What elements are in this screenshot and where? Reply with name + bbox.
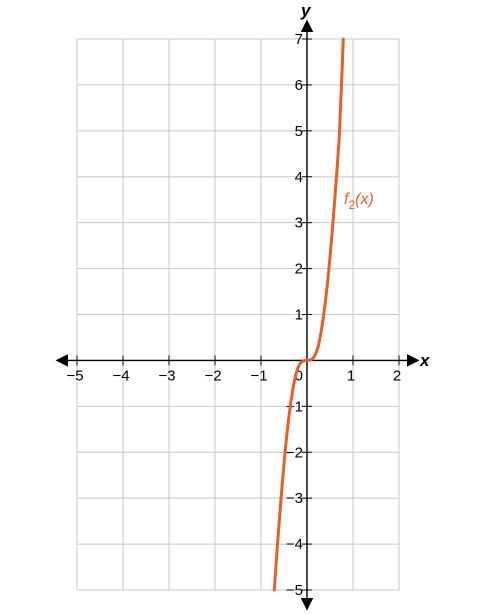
y-axis-title: y: [300, 1, 312, 20]
y-tick-label: −5: [286, 582, 303, 599]
tick-marks: [76, 38, 400, 591]
origin-label: 0: [295, 367, 303, 384]
y-tick-label: 5: [295, 123, 303, 140]
y-tick-label: −4: [286, 536, 303, 553]
y-tick-label: 2: [295, 261, 303, 278]
y-tick-label: 7: [295, 31, 303, 48]
series-label-tail: (x): [355, 191, 374, 208]
series-curve: [272, 37, 345, 592]
y-tick-label: 6: [295, 77, 303, 94]
grid-lines: [76, 38, 400, 591]
x-tick-label: −1: [250, 367, 267, 384]
x-tick-label: −4: [112, 367, 129, 384]
series-label: f2(x): [344, 191, 374, 212]
x-tick-label: −2: [204, 367, 221, 384]
series-layer: f2(x): [272, 37, 374, 592]
y-tick-label: 1: [295, 307, 303, 324]
y-tick-label: 3: [295, 215, 303, 232]
x-tick-label: −3: [158, 367, 175, 384]
x-axis-title: x: [419, 351, 431, 370]
series-label-subscript: 2: [348, 198, 355, 212]
x-tick-label: 2: [393, 367, 401, 384]
y-tick-label: 4: [295, 169, 303, 186]
series-label-main: f: [344, 191, 350, 208]
x-tick-label: 1: [347, 367, 355, 384]
y-tick-label: −2: [286, 444, 303, 461]
x-tick-label: −5: [66, 367, 83, 384]
y-tick-label: −3: [286, 490, 303, 507]
